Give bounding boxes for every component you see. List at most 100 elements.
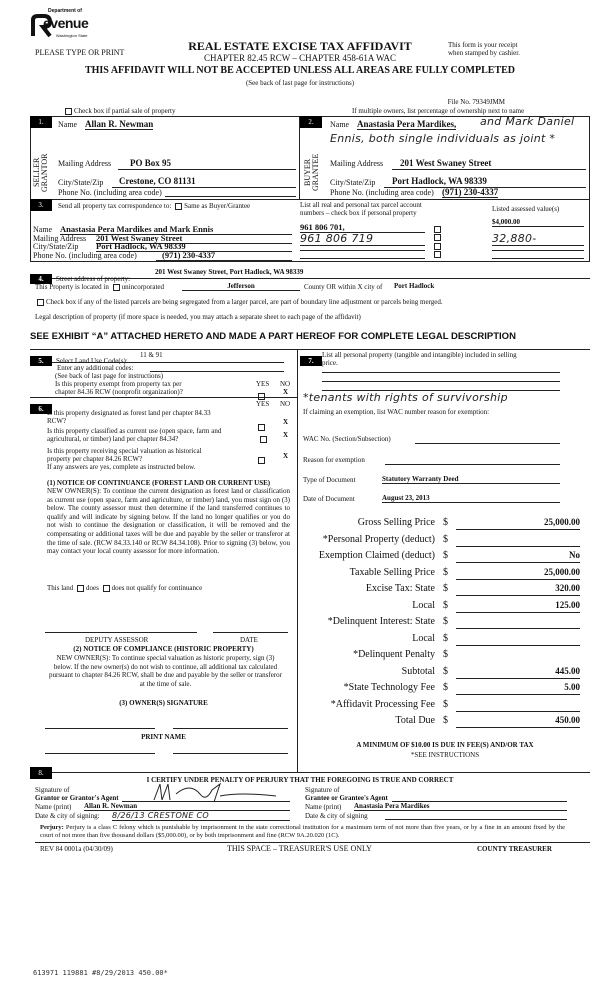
amount-row: Taxable Selling Price $25,000.00 bbox=[300, 567, 590, 581]
personal-property-checkbox-2[interactable] bbox=[434, 234, 441, 242]
personal-property-checkbox-4[interactable] bbox=[434, 251, 441, 259]
exhibit-note: SEE EXHIBIT “A” ATTACHED HERETO AND MADE… bbox=[30, 331, 516, 342]
amount-value: 25,000.00 bbox=[456, 517, 580, 530]
unincorporated-checkbox[interactable] bbox=[112, 283, 120, 291]
amount-value: 445.00 bbox=[456, 666, 580, 679]
personal-property-checkbox-1[interactable] bbox=[434, 225, 441, 233]
form-title: REAL ESTATE EXCISE TAX AFFIDAVIT bbox=[188, 39, 412, 53]
amount-value: 320.00 bbox=[456, 583, 580, 596]
dollar-sign: $ bbox=[443, 665, 448, 677]
warning-banner: THIS AFFIDAVIT WILL NOT BE ACCEPTED UNLE… bbox=[84, 65, 516, 76]
document-type: Statutory Warranty Deed bbox=[382, 475, 560, 484]
grantor-signature bbox=[153, 782, 277, 803]
amount-row: *Delinquent Penalty $ bbox=[300, 649, 590, 663]
dollar-sign: $ bbox=[443, 583, 448, 594]
cashier-stamp: 613971 119881 #8/29/2013 450.00* bbox=[33, 969, 168, 977]
property-street: 201 West Swaney Street, Port Hadlock, WA… bbox=[155, 268, 304, 276]
same-as-buyer-checkbox[interactable] bbox=[175, 202, 183, 210]
forest-yes-checkbox[interactable] bbox=[258, 423, 265, 431]
amount-label: Taxable Selling Price bbox=[349, 566, 435, 578]
dollar-sign: $ bbox=[443, 698, 448, 710]
historical-yes-checkbox[interactable] bbox=[258, 456, 265, 464]
parcel-number-2: 961 806 719 bbox=[300, 232, 425, 246]
document-date: August 23, 2013 bbox=[382, 494, 560, 503]
partial-sale-checkbox[interactable] bbox=[65, 107, 72, 115]
amount-row: Exemption Claimed (deduct) $ No bbox=[300, 550, 590, 564]
does-qualify-checkbox[interactable] bbox=[77, 584, 84, 592]
land-use-code: 11 & 91 bbox=[140, 351, 163, 359]
amount-label: *Delinquent Interest: State bbox=[327, 616, 435, 627]
amount-label: Excise Tax: State bbox=[365, 583, 435, 594]
buyer-handwritten-2: Ennis, both single individuals as joint … bbox=[330, 132, 556, 145]
current-use-yes-checkbox[interactable] bbox=[260, 435, 267, 443]
dollar-sign: $ bbox=[443, 682, 448, 693]
dollar-sign: $ bbox=[443, 566, 448, 578]
personal-property-checkbox-3[interactable] bbox=[434, 242, 441, 250]
dor-logo: Department of evenue Washington State bbox=[30, 8, 90, 40]
buyer-mailing: 201 West Swaney Street bbox=[400, 158, 492, 168]
amount-label: Total Due bbox=[395, 715, 435, 726]
notice-compliance-body: NEW OWNER(S): To continue special valuat… bbox=[48, 654, 282, 688]
parcel-number-1: 961 806 701, bbox=[300, 222, 425, 233]
partial-sale: Check box if partial sale of property bbox=[63, 107, 175, 115]
amount-label: *Affidavit Processing Fee bbox=[330, 698, 435, 710]
dollar-sign: $ bbox=[443, 715, 448, 726]
amount-label: *Personal Property (deduct) bbox=[322, 533, 435, 545]
amount-value bbox=[456, 616, 580, 629]
seller-city: Crestone, CO 81131 bbox=[119, 176, 196, 186]
dollar-sign: $ bbox=[443, 632, 448, 644]
exempt-yes-checkbox[interactable] bbox=[258, 392, 265, 400]
county: Jefferson bbox=[182, 282, 300, 291]
amount-value: 25,000.00 bbox=[456, 567, 580, 580]
grantor-name: Allan R. Newman bbox=[84, 802, 290, 811]
amount-row: *State Technology Fee $5.00 bbox=[300, 682, 590, 696]
amount-label: Gross Selling Price bbox=[357, 517, 435, 528]
dollar-sign: $ bbox=[443, 599, 448, 611]
dollar-sign: $ bbox=[443, 616, 448, 627]
segregated-checkbox[interactable] bbox=[37, 298, 44, 306]
correspondence-city: Port Hadlock, WA 98339 bbox=[96, 241, 292, 252]
correspondence-mailing: 201 West Swaney Street bbox=[96, 233, 292, 244]
amount-label: *State Technology Fee bbox=[343, 682, 435, 693]
amount-row: Excise Tax: State $320.00 bbox=[300, 583, 590, 597]
grantor-date-city: 8/26/13 CRESTONE CO bbox=[112, 811, 290, 821]
amount-value: 5.00 bbox=[456, 682, 580, 695]
amount-value bbox=[456, 633, 580, 646]
perjury-notice: Perjury: Perjury is a class C felony whi… bbox=[40, 824, 566, 839]
certify: I CERTIFY UNDER PENALTY OF PERJURY THAT … bbox=[146, 776, 454, 784]
dollar-sign: $ bbox=[443, 649, 448, 660]
amount-label: Local bbox=[412, 632, 435, 644]
amount-row: Gross Selling Price $25,000.00 bbox=[300, 517, 590, 531]
does-not-qualify-checkbox[interactable] bbox=[102, 584, 110, 592]
grantee-name: Anastasia Pera Mardikes bbox=[354, 802, 567, 811]
buyer-grantee-label: BUYER GRANTEE bbox=[303, 153, 320, 192]
personal-property-handwritten: *tenants with rights of survivorship bbox=[303, 391, 508, 404]
amount-value: 450.00 bbox=[456, 715, 580, 728]
chapter: CHAPTER 82.45 RCW – CHAPTER 458-61A WAC bbox=[204, 53, 396, 63]
amount-value bbox=[456, 699, 580, 712]
seller-grantor-label: SELLER GRANTOR bbox=[32, 153, 49, 192]
amount-label: *Delinquent Penalty bbox=[353, 649, 435, 660]
buyer-city: Port Hadlock, WA 98339 bbox=[392, 176, 487, 186]
city: Port Hadlock bbox=[394, 282, 435, 290]
amount-row: Local $125.00 bbox=[300, 600, 590, 614]
dollar-sign: $ bbox=[443, 533, 448, 545]
correspondence-phone: (971) 230-4337 bbox=[156, 250, 292, 261]
exempt-no-mark: X bbox=[283, 388, 289, 396]
amount-value: No bbox=[456, 550, 580, 563]
dollar-sign: $ bbox=[443, 517, 448, 528]
seller-mailing: PO Box 95 bbox=[130, 158, 172, 168]
please-type: PLEASE TYPE OR PRINT bbox=[35, 48, 125, 57]
amount-row: *Personal Property (deduct) $ bbox=[300, 534, 590, 548]
amount-row: Subtotal $445.00 bbox=[300, 666, 590, 680]
amount-row: *Delinquent Interest: State $ bbox=[300, 616, 590, 630]
amount-label: Local bbox=[412, 599, 435, 611]
buyer-handwritten-1: and Mark Daniel bbox=[480, 115, 575, 128]
assessed-value-1: $4,000.00 bbox=[492, 218, 584, 227]
amount-label: Subtotal bbox=[401, 665, 435, 677]
correspondence-name: Anastasia Pera Mardikes and Mark Ennis bbox=[60, 224, 292, 235]
amount-row: Total Due $450.00 bbox=[300, 715, 590, 729]
amount-row: Local $ bbox=[300, 633, 590, 647]
notice-continuance-title: (1) NOTICE OF CONTINUANCE (FOREST LAND O… bbox=[47, 479, 271, 487]
buyer-phone: (971) 230-4337 bbox=[442, 187, 499, 198]
